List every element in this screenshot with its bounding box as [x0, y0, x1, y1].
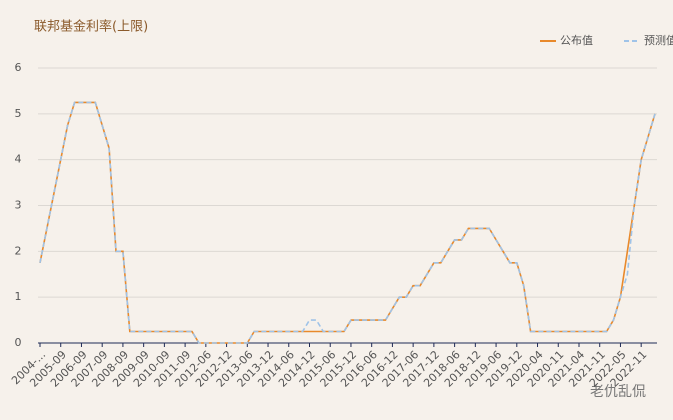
watermark: 老仇乱侃 [590, 384, 646, 400]
series-line [39, 101, 656, 344]
y-tick-label: 3 [15, 199, 22, 212]
series-line [39, 101, 656, 344]
chart-title: 联邦基金利率(上限) [34, 19, 148, 35]
y-tick-label: 4 [15, 153, 22, 166]
y-tick-label: 0 [15, 336, 22, 349]
y-tick-label: 1 [15, 290, 22, 303]
y-tick-label: 5 [15, 107, 22, 120]
y-tick-label: 6 [15, 61, 22, 74]
y-tick-label: 2 [15, 244, 22, 257]
legend-label: 公布值 [560, 34, 593, 47]
legend-label: 预测值 [644, 34, 673, 47]
